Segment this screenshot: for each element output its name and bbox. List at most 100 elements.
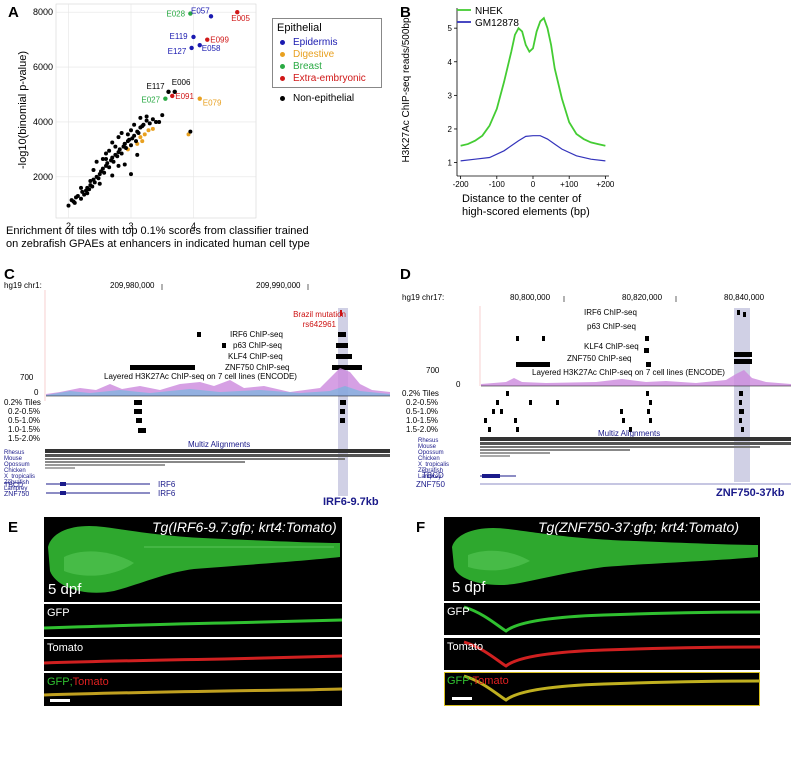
x-tick-label: -200 [453, 180, 470, 189]
conservation-track [480, 437, 791, 457]
coord-3: 80,840,000 [724, 293, 765, 302]
scatter-point [135, 152, 140, 157]
y-tick-label: 4 [448, 58, 453, 67]
scatter-point [107, 165, 112, 170]
point-label: E127 [168, 47, 187, 56]
labeled-point [197, 96, 202, 101]
y-tick-label: 5 [448, 24, 453, 33]
tile-label-0: 0.2% Tiles [402, 389, 439, 398]
labeled-point [188, 11, 193, 16]
legend-label: Non-epithelial [293, 93, 355, 104]
x-tick-label: 0 [531, 180, 536, 189]
point-label: E028 [166, 10, 185, 19]
scale-min: 0 [456, 380, 461, 389]
snp-label: rs642961 [303, 320, 337, 329]
legend-label: Epidermis [293, 36, 338, 48]
species-4: X_tropicalis [418, 462, 449, 468]
species-5: Zebrafish [418, 468, 443, 474]
panel-a-x-axis-label: Enrichment of tiles with top 0.1% scores… [6, 225, 386, 251]
tile-label-3: 1.0-1.5% [8, 425, 40, 434]
scale-min: 0 [34, 388, 39, 397]
coord-2: 80,820,000 [622, 293, 663, 302]
x-tick-label: +100 [560, 180, 579, 189]
scatter-point [150, 117, 155, 122]
labeled-point [166, 89, 171, 94]
strip-label: Tomato [47, 642, 84, 654]
panel-b-letter: B [400, 4, 411, 21]
labeled-point [189, 45, 194, 51]
peak [197, 332, 201, 337]
x-axis-label-line-2: on zebrafish GPAEs at enhancers in indic… [6, 238, 310, 250]
h3k27ac-signal [481, 370, 791, 386]
scatter-point [104, 151, 108, 156]
labeled-point [235, 10, 240, 15]
scatter-point [72, 200, 77, 205]
coord-1: 209,980,000 [110, 281, 155, 290]
scatter-point [144, 118, 149, 123]
panel-e-tomato-strip: Tomato [44, 639, 342, 671]
strip-label: GFP [47, 607, 70, 619]
panel-f-larva-image: Tg(ZNF750-37:gfp; krt4:Tomato) 5 dpf [444, 517, 760, 601]
labeled-point [191, 34, 196, 40]
peak [338, 332, 346, 337]
species-6: Lamprey [4, 486, 27, 492]
peak [130, 365, 195, 370]
species-2: Opossum [418, 450, 444, 456]
strip-label: GFP [447, 606, 470, 618]
scatter-point [79, 185, 83, 190]
scatter-point [107, 148, 112, 153]
species-3: Chicken [418, 456, 440, 462]
panel-d-element-label: ZNF750-37kb [716, 487, 785, 499]
species-0: Rhesus [4, 450, 24, 456]
tile-label-3: 1.0-1.5% [406, 416, 438, 425]
y-axis-label: H3K27Ac ChIP-seq reads/500bp [401, 17, 412, 163]
merge-tomato-label: Tomato [72, 676, 109, 688]
tile [136, 418, 142, 423]
tile [340, 400, 346, 405]
scale-max: 700 [20, 373, 34, 382]
scatter-point [132, 122, 137, 127]
larva-gfp-figure [452, 527, 758, 586]
panel-f-gfp-strip: GFP [444, 603, 760, 635]
mutation-label: Brazil mutation [293, 310, 346, 319]
chip-track-klf4: KLF4 ChIP-seq [228, 352, 283, 361]
panel-c-element-label: IRF6-9.7kb [323, 496, 379, 508]
coord-2: 209,990,000 [256, 281, 301, 290]
scatter-point [79, 196, 83, 201]
y-tick-label: 2 [448, 125, 453, 134]
series-line [460, 135, 606, 162]
y-tick-label: 6000 [33, 62, 53, 72]
tile-marks [484, 391, 744, 432]
legend-item: Digestive [277, 48, 377, 60]
panel-f-merge-strip: GFP;Tomato [444, 672, 760, 706]
panel-f-tomato-strip: Tomato [444, 638, 760, 670]
transgene-title: Tg(ZNF750-37:gfp; krt4:Tomato) [538, 519, 740, 535]
scatter-point [146, 128, 151, 133]
gene-name-right-1: IRF6 [158, 489, 176, 498]
legend-item: Extra-embryonic [277, 72, 377, 84]
panel-a-letter: A [8, 4, 19, 21]
legend-swatch [280, 39, 285, 45]
species-0: Rhesus [418, 438, 438, 444]
tile-label-2: 0.5-1.0% [406, 407, 438, 416]
scatter-point [88, 178, 93, 183]
scatter-point [97, 181, 102, 186]
plot-area [55, 3, 257, 219]
species-4: X_tropicalis [4, 474, 35, 480]
assembly-label: hg19 chr1: [4, 281, 42, 290]
scale-bar [452, 697, 472, 700]
point-label: E027 [141, 96, 160, 105]
point-label: E006 [172, 78, 191, 87]
panel-e-gfp-strip: GFP [44, 604, 342, 637]
panel-f-letter: F [416, 519, 426, 536]
labeled-point [197, 42, 202, 48]
stage-label: 5 dpf [48, 581, 82, 598]
scatter-point [119, 130, 124, 135]
tile [134, 400, 142, 405]
scatter-point [129, 128, 133, 133]
scatter-point [94, 159, 99, 164]
y-tick-label: 3 [448, 91, 453, 100]
scatter-point [154, 119, 158, 124]
merge-tomato-label: Tomato [472, 675, 509, 687]
strip-label: Tomato [447, 641, 484, 653]
